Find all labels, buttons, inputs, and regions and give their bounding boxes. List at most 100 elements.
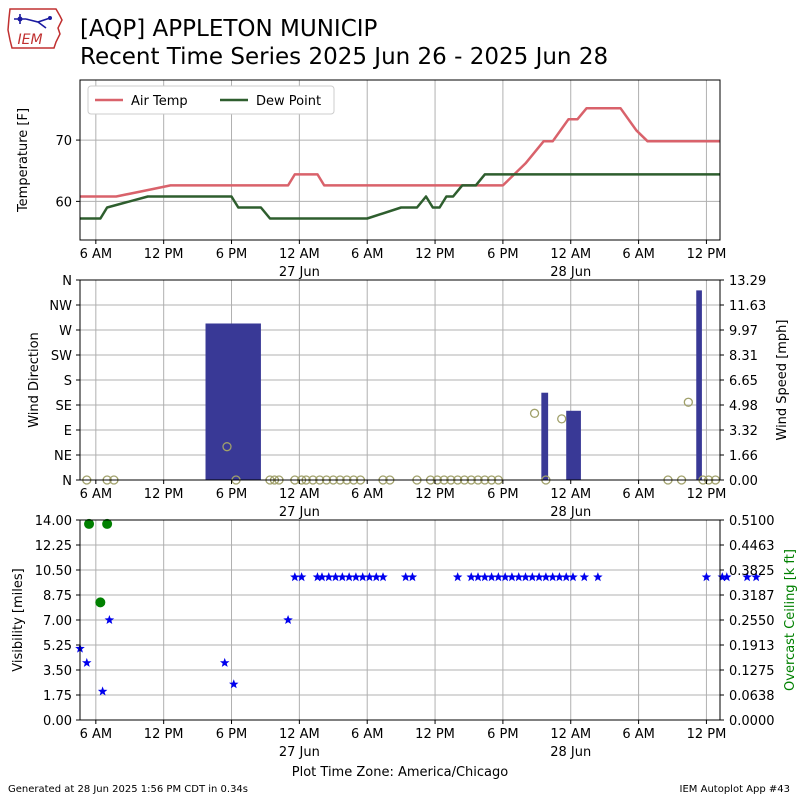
x-tick-label: 12 PM <box>687 487 727 502</box>
x-tick-label: 12 PM <box>144 487 184 502</box>
direction-tick-label: W <box>59 324 72 339</box>
visibility-tick-label: 3.50 <box>43 664 72 679</box>
visibility-star <box>486 572 497 582</box>
visibility-points <box>75 518 761 696</box>
iem-logo: IEM <box>7 8 63 49</box>
x-tick-label: 6 AM <box>80 487 113 502</box>
x-tick-label: 12 AM <box>550 487 591 502</box>
visibility-star <box>357 572 368 582</box>
temperature-panel: 60 70 6 AM 12 PM 6 PM 12 AM 6 AM 12 PM 6 PM 12 AM… <box>16 79 726 280</box>
direction-tick-label: SE <box>56 399 72 414</box>
x-tick-label: 12 PM <box>415 247 455 262</box>
direction-tick-label: SW <box>51 349 72 364</box>
visibility-tick-label: 12.25 <box>35 539 72 554</box>
wind-ticks: N 0.00 NE 1.66 E 3.32 SE 4.98 S 6.65 SW 8.31 W 9.97 NW… <box>49 274 766 520</box>
visibility-tick-label: 10.50 <box>35 564 72 579</box>
x-tick-label: 6 AM <box>622 727 655 742</box>
x-date-label: 27 Jun <box>279 265 320 280</box>
x-tick-label: 6 AM <box>351 487 384 502</box>
visibility-star <box>500 572 510 582</box>
x-tick-label: 6 AM <box>351 247 384 262</box>
app-credit: IEM Autoplot App #43 <box>679 784 790 795</box>
speed-tick-label: 4.98 <box>729 399 758 414</box>
visibility-star <box>371 572 381 582</box>
x-tick-label: 6 AM <box>80 727 113 742</box>
wind-speed-bar <box>566 410 581 480</box>
wind-direction-marker <box>557 414 567 424</box>
visibility-star <box>466 572 476 582</box>
visibility-star <box>722 572 732 582</box>
x-tick-label: 6 PM <box>216 727 247 742</box>
x-date-label: 28 Jun <box>550 265 591 280</box>
x-date-label: 28 Jun <box>550 745 591 760</box>
visibility-star <box>541 572 551 582</box>
ceiling-tick-label: 0.4463 <box>729 539 775 554</box>
speed-tick-label: 1.66 <box>729 449 758 464</box>
x-tick-label: 6 AM <box>622 247 655 262</box>
x-tick-label: 6 PM <box>216 487 247 502</box>
x-tick-label: 6 PM <box>487 247 518 262</box>
temperature-ticks: 60 70 6 AM 12 PM 6 PM 12 AM 6 AM 12 PM 6 PM 12 AM… <box>55 134 726 280</box>
speed-tick-label: 0.00 <box>729 474 758 489</box>
ceiling-tick-label: 0.1913 <box>729 639 775 654</box>
visibility-star <box>407 572 418 582</box>
direction-tick-label: NW <box>49 299 72 314</box>
visibility-tick-label: 5.25 <box>43 639 72 654</box>
wind-direction-marker <box>683 397 693 407</box>
ceiling-dot <box>102 518 113 529</box>
x-tick-label: 12 PM <box>144 727 184 742</box>
visibility-star <box>229 679 239 689</box>
direction-tick-label: S <box>64 374 72 389</box>
visibility-star <box>534 572 544 582</box>
visibility-star <box>480 572 490 582</box>
x-date-label: 27 Jun <box>279 505 320 520</box>
speed-tick-label: 13.29 <box>729 274 766 289</box>
x-tick-label: 6 PM <box>487 487 518 502</box>
visibility-star <box>579 572 590 582</box>
visibility-star <box>593 572 603 582</box>
wind-speed-bars <box>205 290 702 480</box>
visibility-grid <box>80 519 720 721</box>
x-tick-label: 12 AM <box>550 247 591 262</box>
direction-tick-label: E <box>64 424 72 439</box>
visibility-ticks: 0.00 0.0000 1.75 0.0638 3.50 0.1275 5.25 0.1913… <box>35 514 775 760</box>
direction-tick-label: N <box>62 474 72 489</box>
chart-title-period: Recent Time Series 2025 Jun 26 - 2025 Ju… <box>80 44 609 70</box>
visibility-star <box>97 686 108 696</box>
visibility-star <box>296 572 307 582</box>
y-tick-label: 60 <box>55 195 72 210</box>
visibility-tick-label: 14.00 <box>35 514 72 529</box>
visibility-star <box>452 572 463 582</box>
chart-title-station: [AQP] APPLETON MUNICIP <box>80 16 378 42</box>
y-tick-label: 70 <box>55 134 72 149</box>
visibility-star <box>317 572 327 582</box>
speed-tick-label: 6.65 <box>729 374 758 389</box>
speed-tick-label: 8.31 <box>729 349 758 364</box>
visibility-star <box>520 572 531 582</box>
ceiling-tick-label: 0.3187 <box>729 589 775 604</box>
x-tick-label: 12 PM <box>687 727 727 742</box>
air-temp-line <box>80 106 720 198</box>
visibility-star <box>554 572 565 582</box>
visibility-star <box>364 572 375 582</box>
visibility-star <box>717 572 727 582</box>
ceiling-dot <box>84 518 95 529</box>
x-tick-label: 12 AM <box>279 247 320 262</box>
visibility-star <box>701 572 712 582</box>
wind-speed-y-label: Wind Speed [mph] <box>775 320 790 441</box>
visibility-star <box>220 657 230 667</box>
temperature-grid <box>80 80 720 240</box>
visibility-star <box>378 572 388 582</box>
temperature-series <box>80 106 720 220</box>
visibility-star <box>751 572 761 582</box>
generated-timestamp: Generated at 28 Jun 2025 1:56 PM CDT in … <box>8 784 249 795</box>
visibility-star <box>330 572 341 582</box>
legend-air-temp-label: Air Temp <box>131 94 188 109</box>
wind-grid <box>80 279 720 481</box>
x-tick-label: 12 AM <box>279 727 320 742</box>
visibility-tick-label: 0.00 <box>43 714 72 729</box>
visibility-star <box>290 572 300 582</box>
ceiling-tick-label: 0.2550 <box>729 614 775 629</box>
temperature-y-label: Temperature [F] <box>16 108 31 213</box>
wind-direction-y-label: Wind Direction <box>27 332 42 428</box>
